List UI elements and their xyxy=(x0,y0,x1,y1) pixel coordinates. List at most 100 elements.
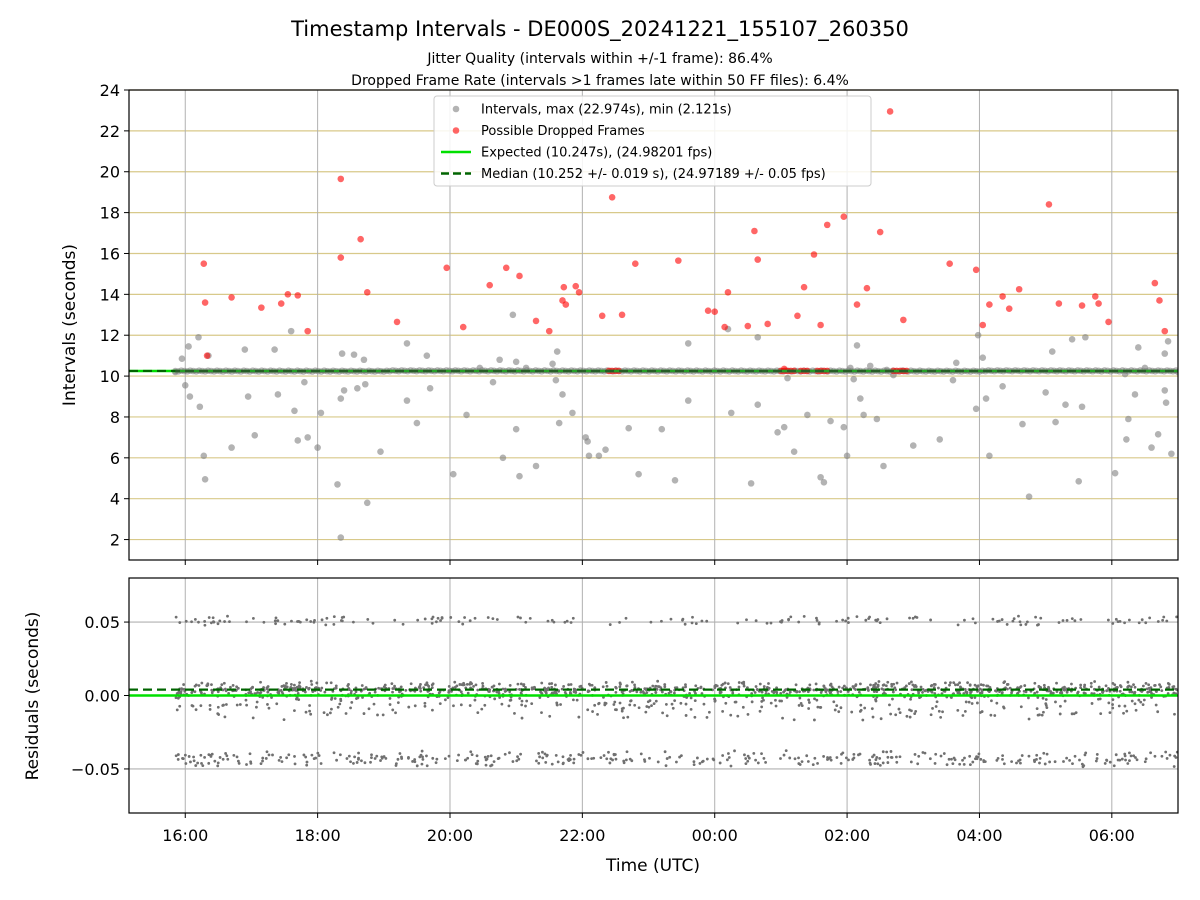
residual-point xyxy=(1132,683,1135,687)
interval-point xyxy=(1019,420,1026,428)
residual-point xyxy=(1150,691,1153,695)
residual-point xyxy=(812,688,816,692)
dropped-frame-point xyxy=(817,321,824,329)
residual-point xyxy=(222,681,226,685)
residual-point xyxy=(995,759,999,762)
interval-point xyxy=(754,333,762,341)
residual-point xyxy=(248,752,252,756)
residual-point xyxy=(702,702,706,706)
residual-point xyxy=(669,617,673,621)
residual-point xyxy=(435,757,439,761)
dropped-frame-point xyxy=(900,316,907,324)
residual-point xyxy=(684,714,688,717)
dropped-frame-point xyxy=(228,294,235,301)
interval-point xyxy=(512,425,520,433)
residual-point xyxy=(614,691,618,694)
residual-point xyxy=(360,684,364,687)
legend-box xyxy=(433,95,872,187)
residual-point xyxy=(255,700,259,704)
residual-point xyxy=(391,687,395,690)
residual-point xyxy=(789,615,793,619)
residual-point xyxy=(846,690,850,693)
residual-point xyxy=(1126,684,1130,688)
residual-point xyxy=(964,700,968,704)
residual-point xyxy=(259,762,263,766)
residual-point xyxy=(308,709,311,713)
residual-point xyxy=(727,752,730,755)
residual-point xyxy=(1098,697,1102,701)
residual-point xyxy=(273,619,277,623)
dropped-frame-point xyxy=(608,193,616,201)
residual-point xyxy=(800,760,804,764)
residual-point xyxy=(1118,689,1122,693)
residual-point xyxy=(872,690,876,694)
residual-point xyxy=(765,621,769,625)
residual-point xyxy=(963,618,966,622)
residual-point xyxy=(293,709,296,713)
residual-point xyxy=(986,684,990,688)
residual-point xyxy=(469,750,473,754)
residual-point xyxy=(567,757,571,761)
residual-point xyxy=(929,684,933,688)
residual-point xyxy=(452,704,455,708)
residual-point xyxy=(919,685,923,689)
residual-point xyxy=(282,718,286,722)
residual-point xyxy=(1114,617,1118,621)
residual-point xyxy=(407,756,410,760)
residual-point xyxy=(577,715,581,719)
residual-point xyxy=(1059,691,1062,695)
residual-point xyxy=(1117,704,1121,708)
residual-point xyxy=(878,757,882,760)
bottom-frame xyxy=(128,577,1179,814)
residual-point xyxy=(259,680,262,684)
interval-point xyxy=(754,401,762,408)
residual-point xyxy=(764,760,767,764)
residual-point xyxy=(817,622,821,626)
residual-point xyxy=(807,698,811,702)
residual-point xyxy=(688,691,691,695)
residual-point xyxy=(705,757,709,761)
interval-point xyxy=(853,342,861,349)
residual-point xyxy=(1083,692,1087,695)
residual-point xyxy=(290,619,293,623)
residual-point xyxy=(1076,690,1080,694)
residual-point xyxy=(344,712,348,715)
residual-point xyxy=(1111,698,1115,702)
residual-point xyxy=(1035,690,1039,694)
residual-point xyxy=(528,616,532,620)
residual-point xyxy=(630,689,634,692)
residual-point xyxy=(524,686,527,689)
residual-point xyxy=(956,683,960,687)
residual-point xyxy=(1038,756,1042,760)
dropped-frame-point xyxy=(1015,285,1023,293)
residual-point xyxy=(956,708,960,712)
residual-point xyxy=(711,757,715,761)
residual-point xyxy=(325,616,329,620)
residual-point xyxy=(347,754,351,758)
residual-point xyxy=(550,685,554,689)
residual-point xyxy=(508,684,512,687)
interval-point xyxy=(186,393,194,400)
residual-point xyxy=(963,756,966,760)
residual-point xyxy=(544,691,548,695)
residual-point xyxy=(309,712,313,716)
residual-point xyxy=(797,762,801,765)
residual-point xyxy=(501,687,505,691)
residual-point xyxy=(362,712,366,715)
interval-point xyxy=(314,444,321,451)
interval-point xyxy=(1062,401,1069,408)
residual-point xyxy=(641,690,645,693)
residual-point xyxy=(781,716,784,720)
residual-point xyxy=(1154,703,1158,707)
residual-point xyxy=(993,714,997,717)
residual-point xyxy=(660,619,663,623)
residual-point xyxy=(225,754,229,758)
residual-point xyxy=(573,688,577,691)
residual-point xyxy=(1123,704,1127,708)
residual-point xyxy=(324,623,328,627)
residual-point xyxy=(187,755,191,758)
residual-point xyxy=(393,684,396,688)
residual-point xyxy=(1059,704,1062,708)
residual-point xyxy=(670,702,674,706)
residual-point xyxy=(760,690,764,694)
